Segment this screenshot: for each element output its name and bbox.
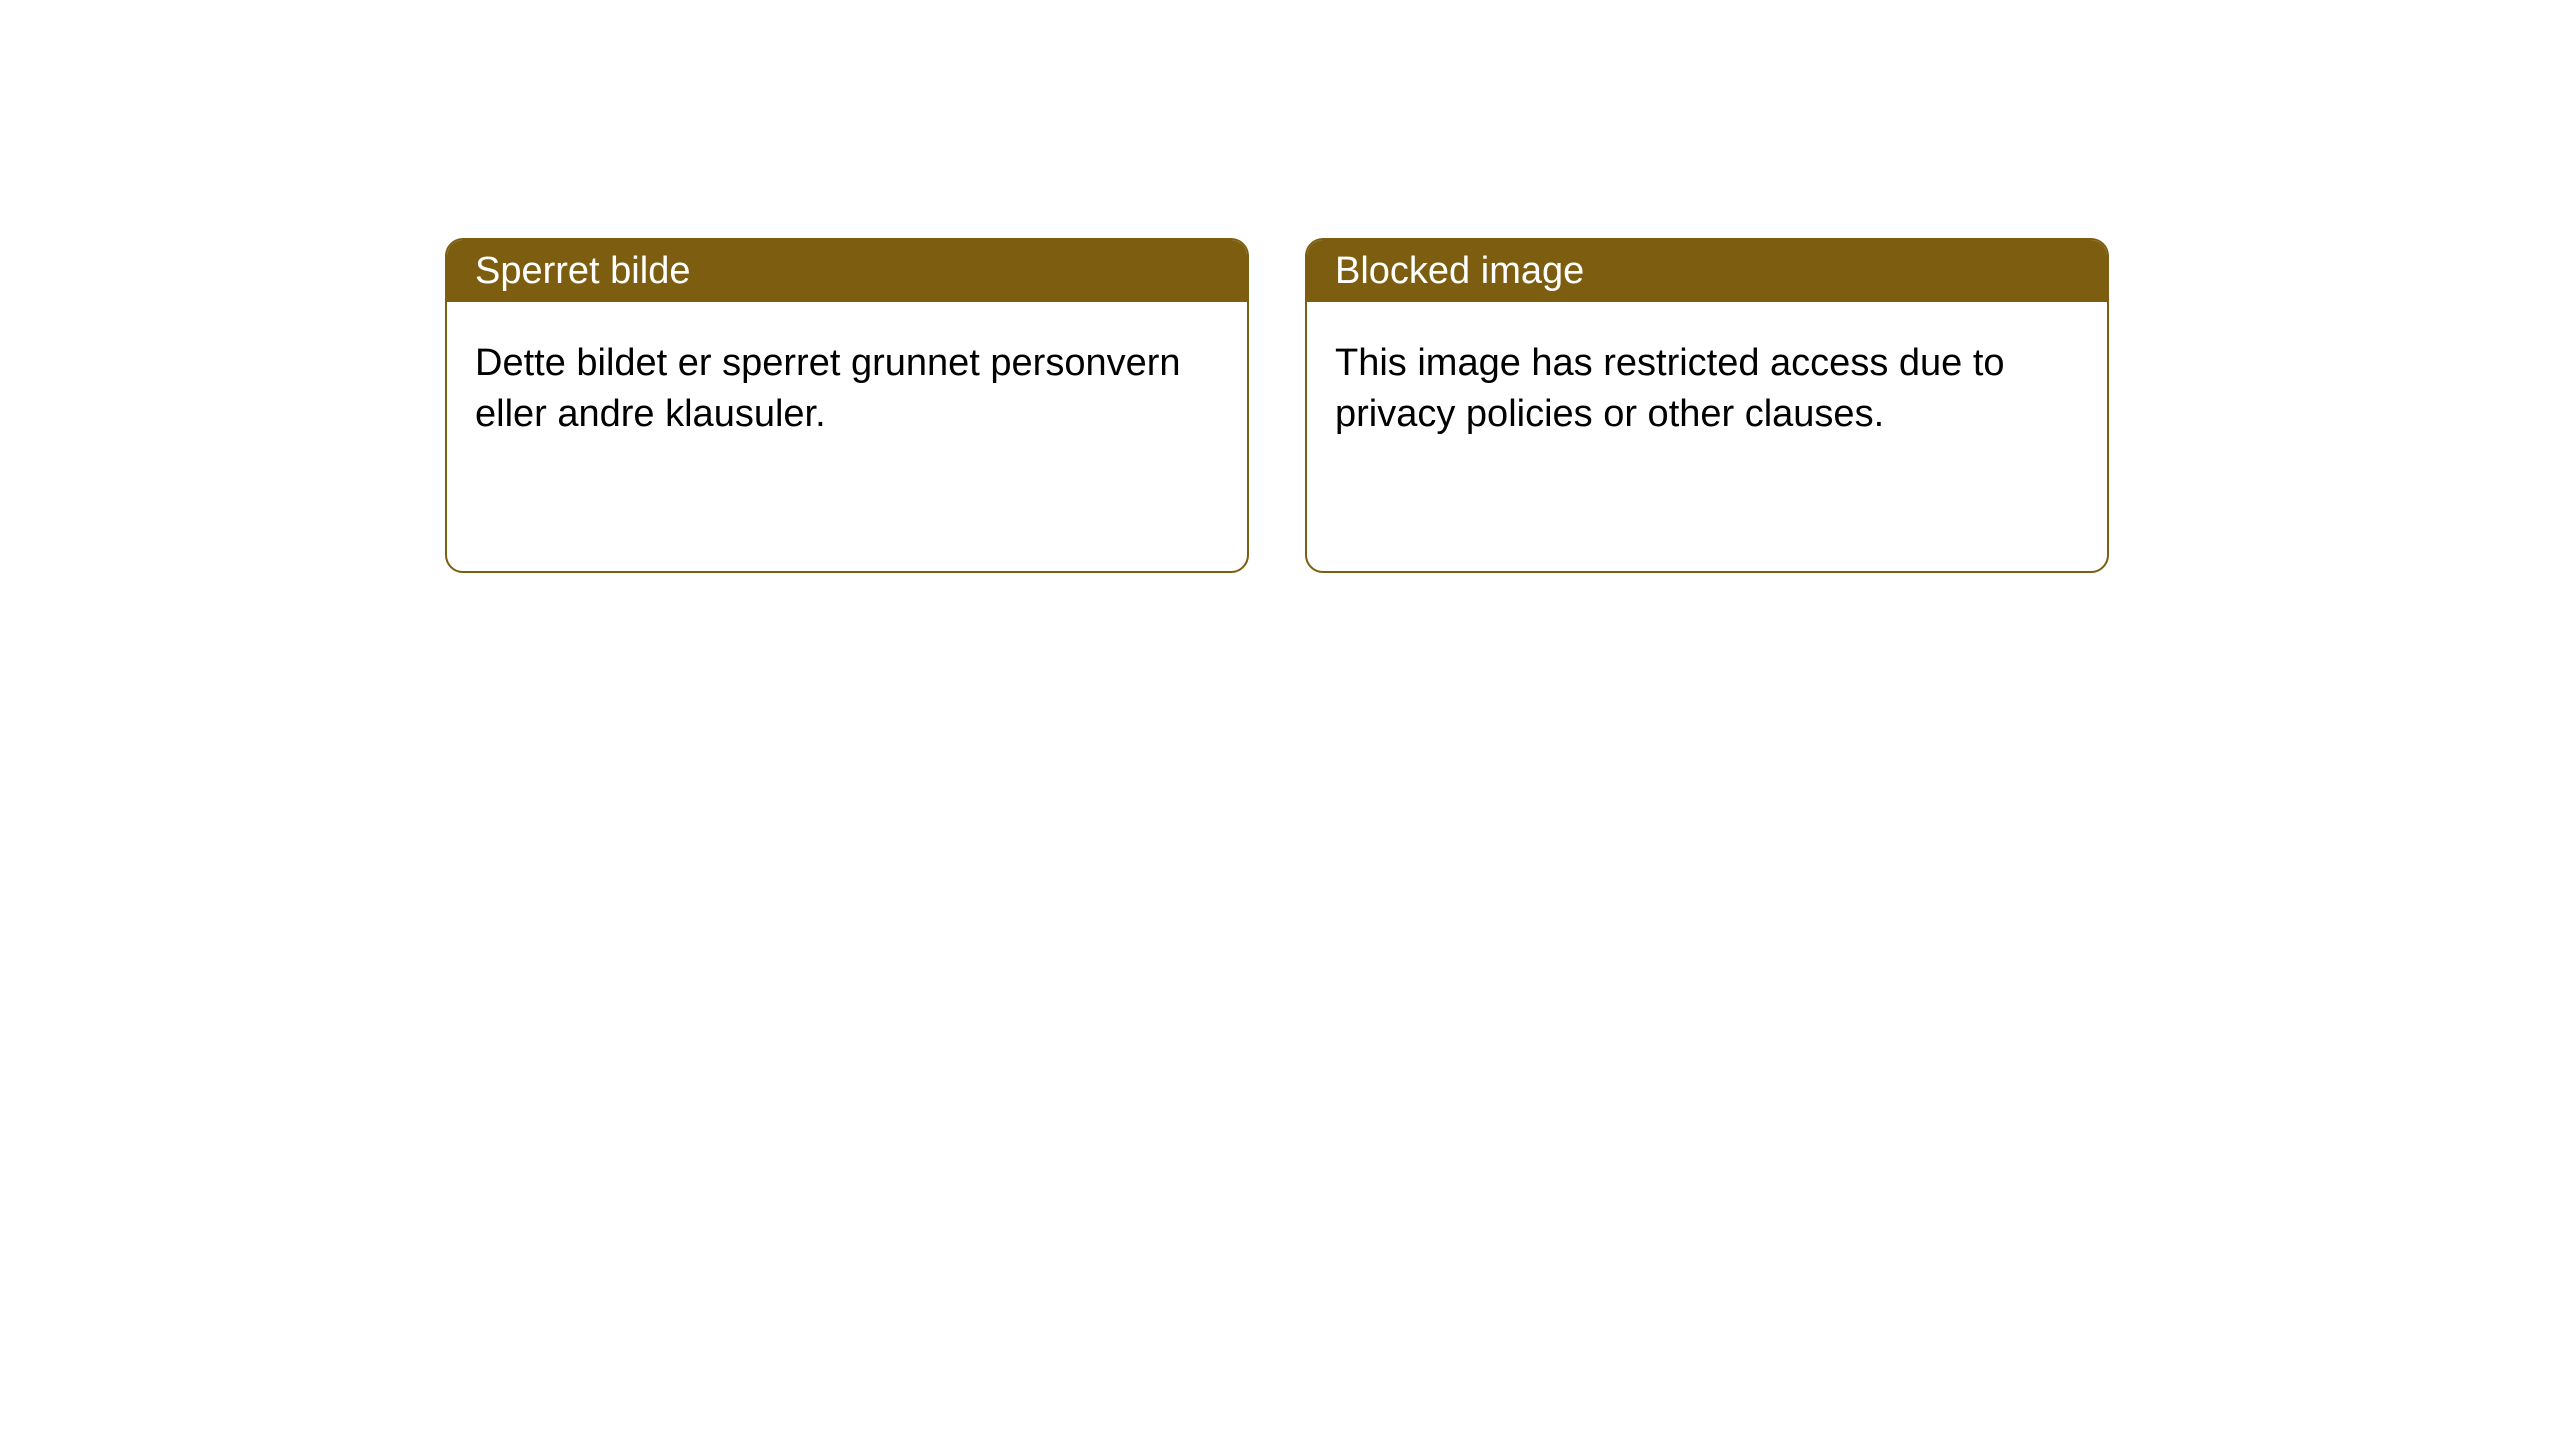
notice-card-norwegian: Sperret bilde Dette bildet er sperret gr… <box>445 238 1249 573</box>
card-header-text: Blocked image <box>1335 250 1584 293</box>
card-body: This image has restricted access due to … <box>1307 302 2107 477</box>
card-header: Sperret bilde <box>447 240 1247 302</box>
card-body-text: This image has restricted access due to … <box>1335 342 2005 435</box>
card-header-text: Sperret bilde <box>475 250 690 293</box>
card-body-text: Dette bildet er sperret grunnet personve… <box>475 342 1181 435</box>
card-header: Blocked image <box>1307 240 2107 302</box>
notice-card-english: Blocked image This image has restricted … <box>1305 238 2109 573</box>
notice-container: Sperret bilde Dette bildet er sperret gr… <box>0 0 2560 573</box>
card-body: Dette bildet er sperret grunnet personve… <box>447 302 1247 477</box>
